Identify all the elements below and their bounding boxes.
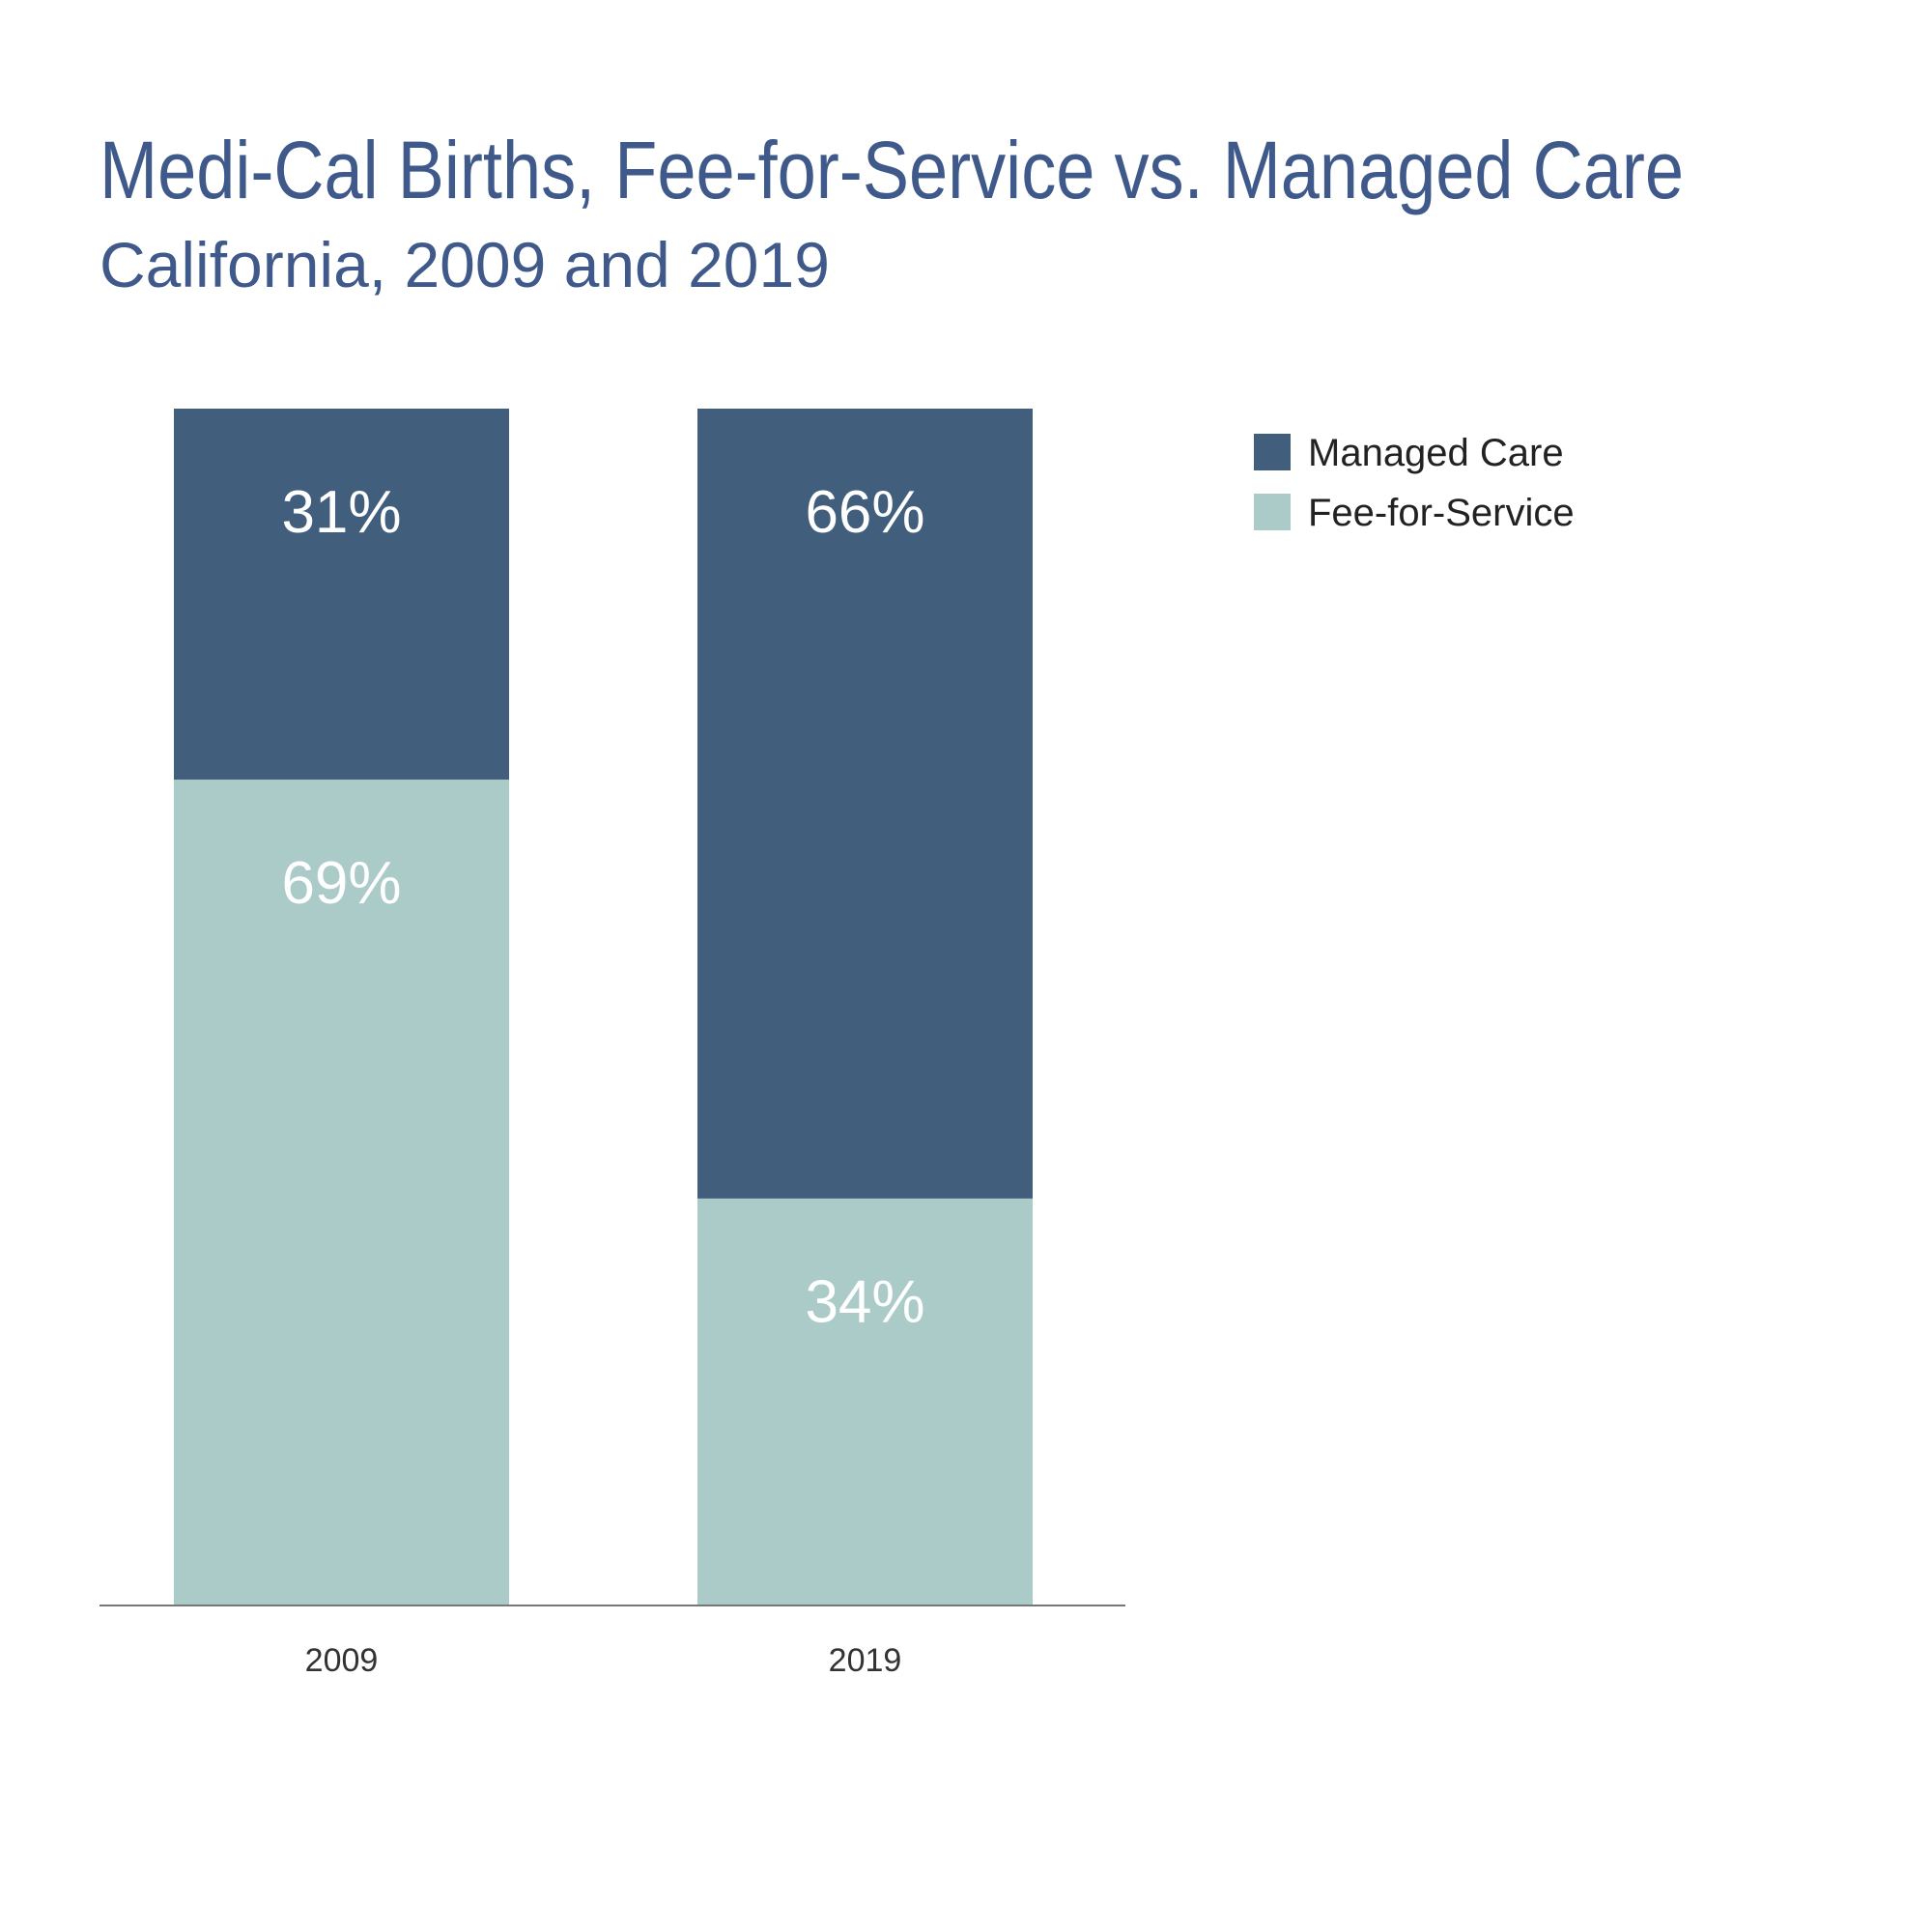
bar-fee-for-service-2019 [697, 1198, 1033, 1605]
chart-title: Medi-Cal Births, Fee-for-Service vs. Man… [99, 125, 1684, 215]
legend-swatch-fee-for-service [1254, 494, 1291, 530]
chart-subtitle: California, 2009 and 2019 [99, 229, 830, 300]
legend-label-managed-care: Managed Care [1308, 432, 1564, 474]
x-tick-label-2019: 2019 [829, 1642, 902, 1679]
bar-managed-care-2019 [697, 409, 1033, 1199]
legend-swatch-managed-care [1254, 434, 1291, 470]
data-label-managed-care-2019: 66% [805, 479, 924, 546]
bar-managed-care-2009 [174, 409, 509, 781]
data-label-fee-for-service-2009: 69% [281, 850, 401, 917]
plot-area: 69% 31% 2009 34% 66% 2019 [174, 409, 1033, 1679]
bar-fee-for-service-2009 [174, 780, 509, 1605]
legend-label-fee-for-service: Fee-for-Service [1308, 492, 1575, 534]
data-label-managed-care-2009: 31% [281, 479, 401, 546]
legend: Managed Care Fee-for-Service [1254, 432, 1575, 534]
data-label-fee-for-service-2019: 34% [805, 1269, 924, 1336]
x-tick-label-2009: 2009 [305, 1642, 379, 1679]
